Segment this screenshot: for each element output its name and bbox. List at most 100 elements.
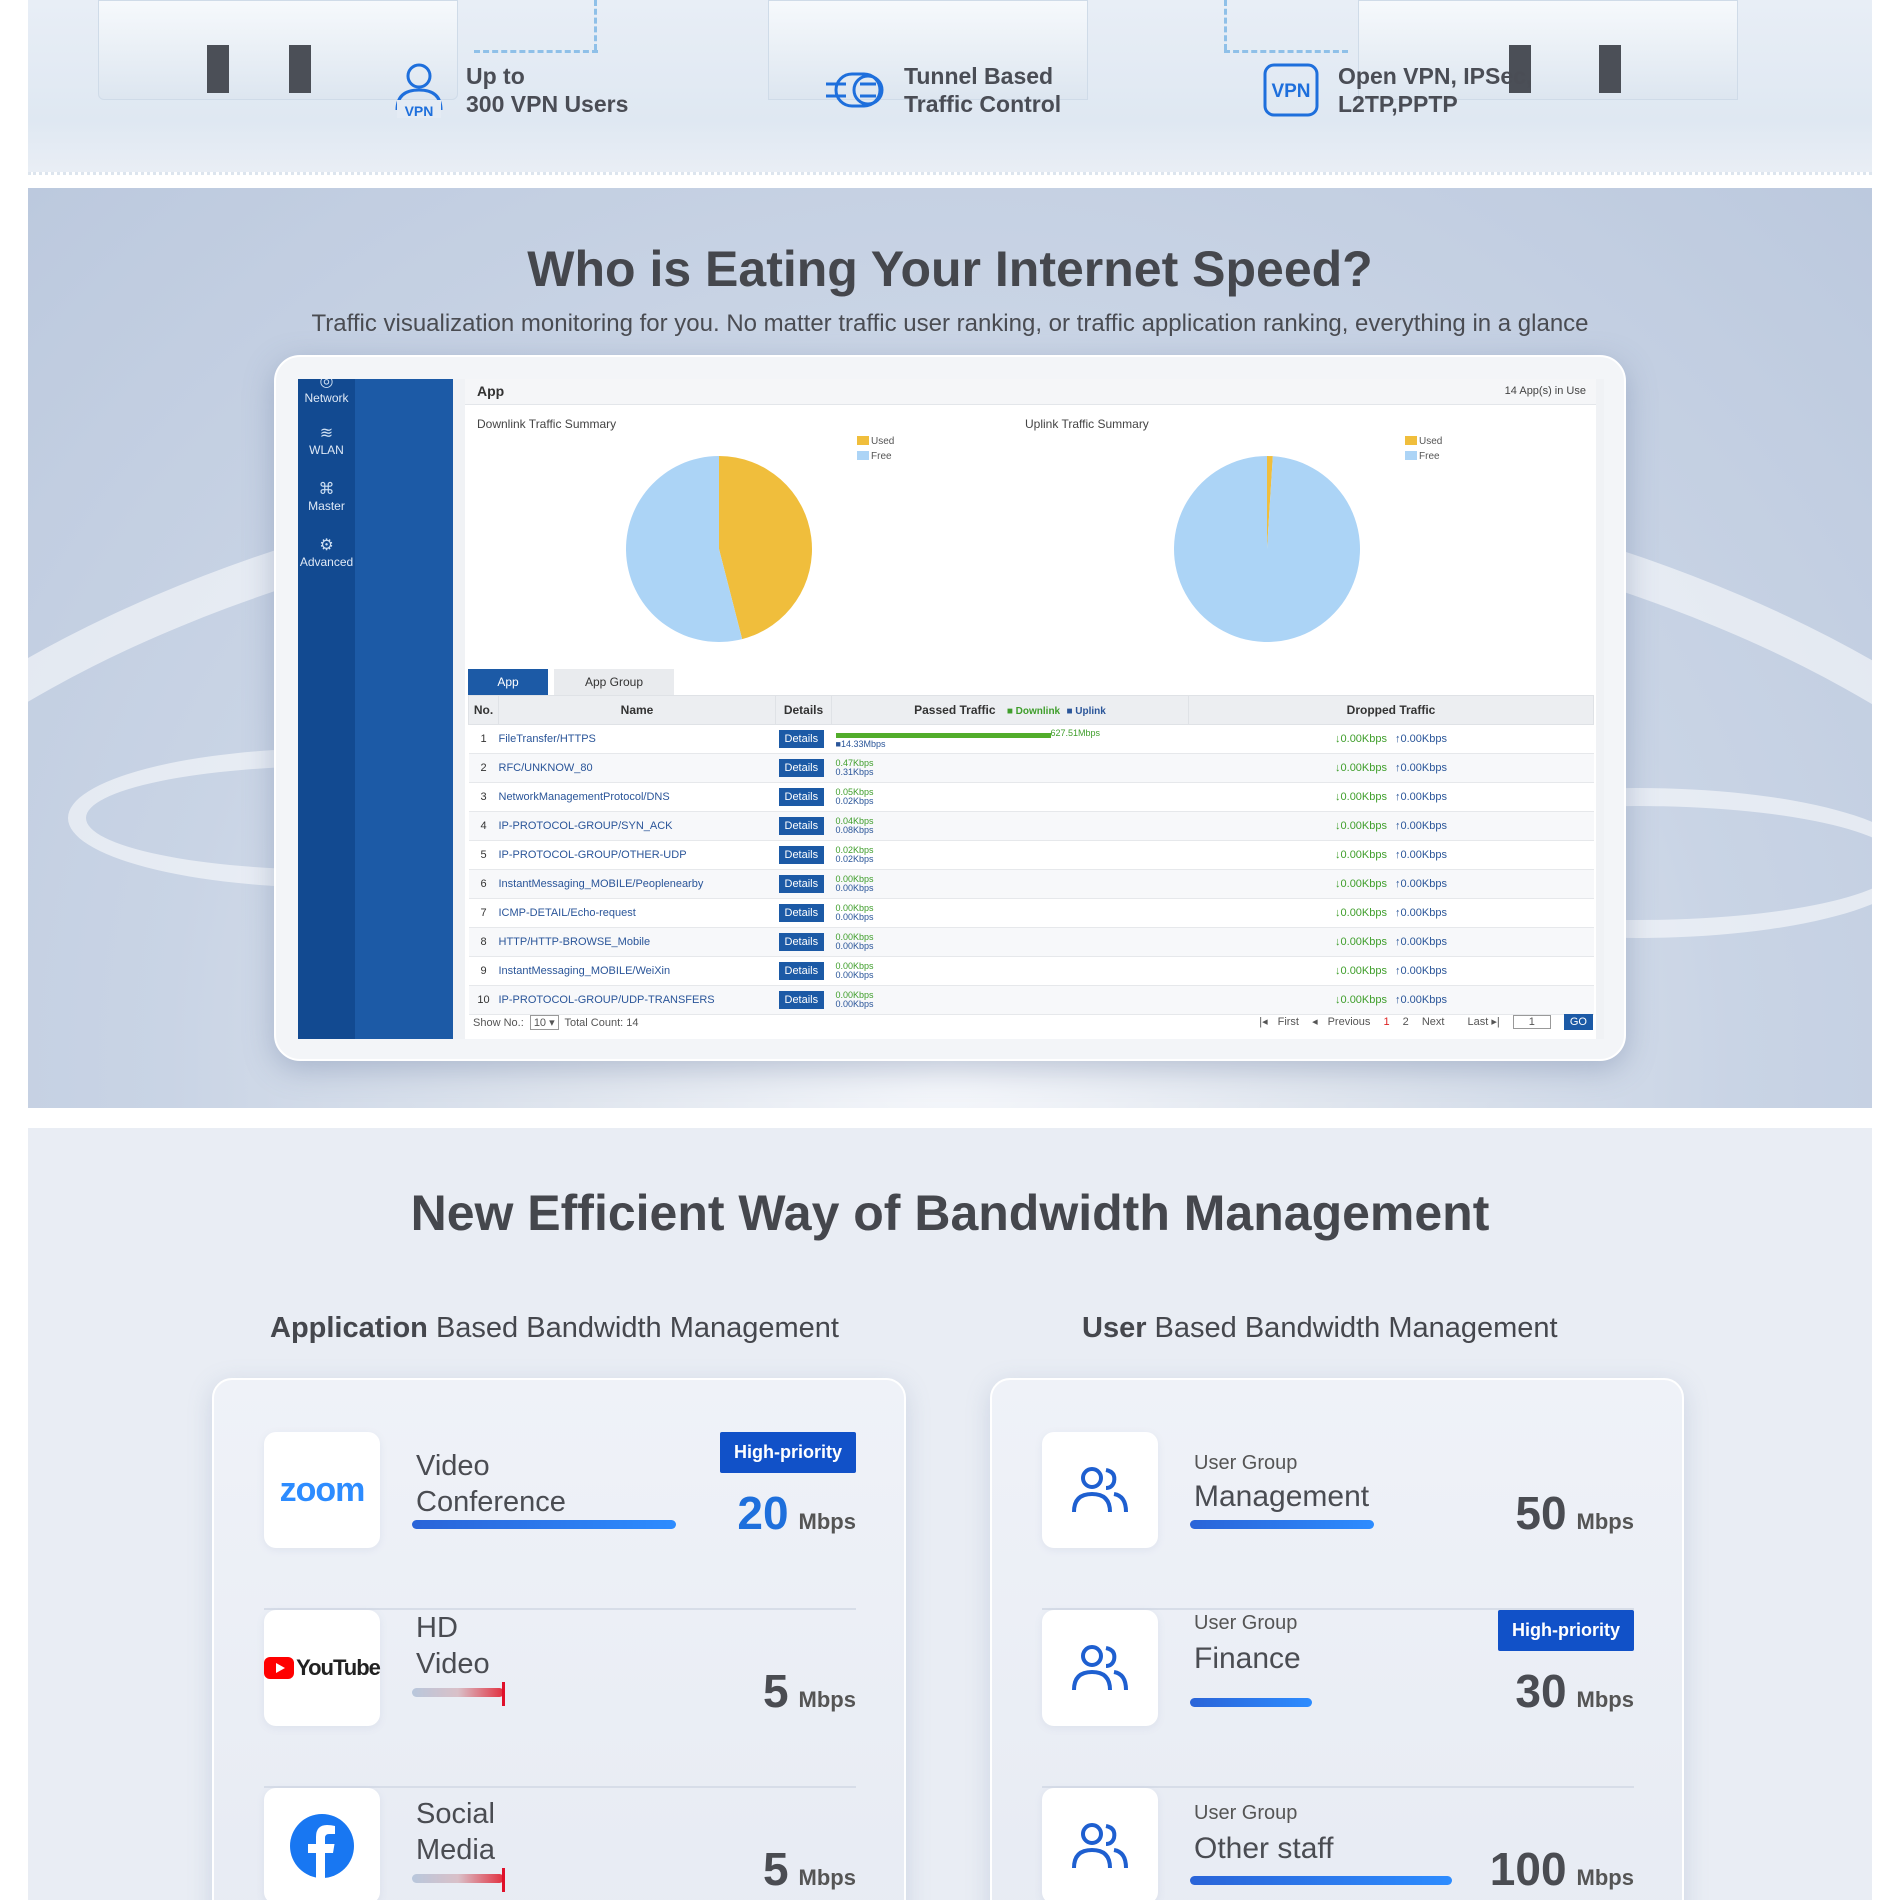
user-group-name: Finance [1194,1642,1301,1675]
table-row: 9 InstantMessaging_MOBILE/WeiXin Details 0.… [468,956,1594,986]
passed-traffic-cell: 0.00Kbps 0.00Kbps [831,956,1189,986]
app-name-link[interactable]: NetworkManagementProtocol/DNS [498,782,776,812]
row-number: 6 [468,869,499,899]
pie-slice-free [1174,456,1360,642]
globe-icon: ◎ [319,379,334,390]
uplink-value: 0.00Kbps [835,999,874,1009]
app-bandwidth-card: zoom Video Conference High-priority 20 Mbp… [212,1378,906,1900]
dropped-uplink: ↑0.00Kbps [1395,791,1447,803]
row-number: 4 [468,811,499,841]
divider [28,172,1872,188]
table-row: 4 IP-PROTOCOL-GROUP/SYN_ACK Details 0.04Kbp… [468,811,1594,841]
downlink-chart-title: Downlink Traffic Summary [477,417,617,431]
app-name-link[interactable]: HTTP/HTTP-BROWSE_Mobile [498,927,776,957]
vpn-badge-icon: VPN [1258,62,1324,118]
details-button[interactable]: Details [778,904,825,922]
dropped-downlink: ↓0.00Kbps [1335,849,1387,861]
sidebar-item-advanced[interactable]: ⚙ Advanced [298,537,355,569]
sidebar-item-wlan[interactable]: ≋ WLAN [298,425,355,457]
table-row: 5 IP-PROTOCOL-GROUP/OTHER-UDP Details 0.02K… [468,840,1594,870]
passed-traffic-cell: 0.00Kbps 0.00Kbps [831,869,1189,899]
feature-line: 300 VPN Users [466,91,629,117]
dropped-uplink: ↑0.00Kbps [1395,994,1447,1006]
dropped-uplink: ↑0.00Kbps [1395,762,1447,774]
app-name-link[interactable]: InstantMessaging_MOBILE/WeiXin [498,956,776,986]
dropped-downlink: ↓0.00Kbps [1335,878,1387,890]
first-page-link[interactable]: |◂ First [1259,1016,1299,1028]
downlink-value: 0.02Kbps [835,845,874,855]
dropped-traffic-cell: ↓0.00Kbps ↑0.00Kbps [1188,782,1594,812]
app-name-link[interactable]: IP-PROTOCOL-GROUP/SYN_ACK [498,811,776,841]
row-number: 7 [468,898,499,928]
user-group-icon [1042,1788,1158,1900]
downlink-value: 0.05Kbps [835,787,874,797]
building-illustration [1358,0,1738,100]
details-button[interactable]: Details [778,817,825,835]
legend-free: Free [871,451,892,462]
page-size-select[interactable]: 10 ▾ [529,1015,559,1030]
bandwidth-value: 20 Mbps [737,1487,856,1539]
page-number-input[interactable]: 1 [1512,1015,1551,1029]
page-link-2[interactable]: 2 [1402,1016,1409,1028]
details-button[interactable]: Details [778,991,825,1009]
legend-free: Free [1419,451,1440,462]
feature-vpn-users: VPN Up to 300 VPN Users [386,62,628,118]
details-cell: Details [775,753,832,783]
dropped-downlink: ↓0.00Kbps [1335,965,1387,977]
go-button[interactable]: GO [1563,1014,1593,1030]
details-cell: Details [775,956,832,986]
app-column-title: Application Based Bandwidth Management [270,1312,839,1344]
sidebar-item-master[interactable]: ⌘ Master [298,481,355,513]
uplink-pie-chart [1174,456,1360,642]
feature-vpn-protocols: VPN Open VPN, IPSec, L2TP,PPTP [1258,62,1532,118]
tab-app[interactable]: App [468,669,548,695]
last-page-link[interactable]: Last ▸| [1467,1016,1500,1028]
app-name-link[interactable]: InstantMessaging_MOBILE/Peoplenearby [498,869,776,899]
tab-app-group[interactable]: App Group [554,669,674,695]
next-page-link[interactable]: Next [1421,1016,1445,1028]
details-button[interactable]: Details [778,759,825,777]
previous-page-link[interactable]: ◂ Previous [1312,1016,1371,1028]
details-button[interactable]: Details [778,875,825,893]
tunnel-icon [824,62,890,118]
table-row: 7 ICMP-DETAIL/Echo-request Details 0.00Kbps… [468,898,1594,928]
gear-icon: ⚙ [319,537,334,554]
app-name-link[interactable]: RFC/UNKNOW_80 [498,753,776,783]
dropped-uplink: ↑0.00Kbps [1395,820,1447,832]
bandwidth-level-bar [412,1688,504,1697]
sidebar-item-label: Master [308,499,345,513]
details-cell: Details [775,869,832,899]
app-name-link[interactable]: FileTransfer/HTTPS [498,724,776,754]
row-number: 9 [468,956,499,986]
sidebar-item-label: WLAN [309,443,344,457]
feature-line: L2TP,PPTP [1338,91,1458,117]
app-name-link[interactable]: ICMP-DETAIL/Echo-request [498,898,776,928]
row-number: 10 [468,985,499,1015]
app-name: Video Conference [416,1450,566,1518]
svg-text:VPN: VPN [405,103,434,118]
page-link-1[interactable]: 1 [1383,1016,1390,1028]
app-name-link[interactable]: IP-PROTOCOL-GROUP/UDP-TRANSFERS [498,985,776,1015]
dropped-traffic-cell: ↓0.00Kbps ↑0.00Kbps [1188,753,1594,783]
sidebar-item-network[interactable]: ◎ Network [298,379,355,405]
bandwidth-value: 30 Mbps [1515,1665,1634,1717]
dropped-traffic-cell: ↓0.00Kbps ↑0.00Kbps [1188,840,1594,870]
details-button[interactable]: Details [778,962,825,980]
app-name-link[interactable]: IP-PROTOCOL-GROUP/OTHER-UDP [498,840,776,870]
high-priority-badge: High-priority [720,1432,856,1473]
details-cell: Details [775,985,832,1015]
details-button[interactable]: Details [778,730,825,748]
column-header: Passed Traffic [914,703,996,717]
section-title: Who is Eating Your Internet Speed? [527,241,1373,297]
user-vpn-icon: VPN [386,62,452,118]
feature-line: Traffic Control [904,91,1062,117]
uplink-value: 0.00Kbps [835,941,874,951]
dropped-downlink: ↓0.00Kbps [1335,994,1387,1006]
details-button[interactable]: Details [778,788,825,806]
details-button[interactable]: Details [778,933,825,951]
dropped-uplink: ↑0.00Kbps [1395,936,1447,948]
details-button[interactable]: Details [778,846,825,864]
uplink-chart-title: Uplink Traffic Summary [1025,417,1149,431]
section-subtitle: Traffic visualization monitoring for you… [311,310,1589,337]
dropped-downlink: ↓0.00Kbps [1335,791,1387,803]
